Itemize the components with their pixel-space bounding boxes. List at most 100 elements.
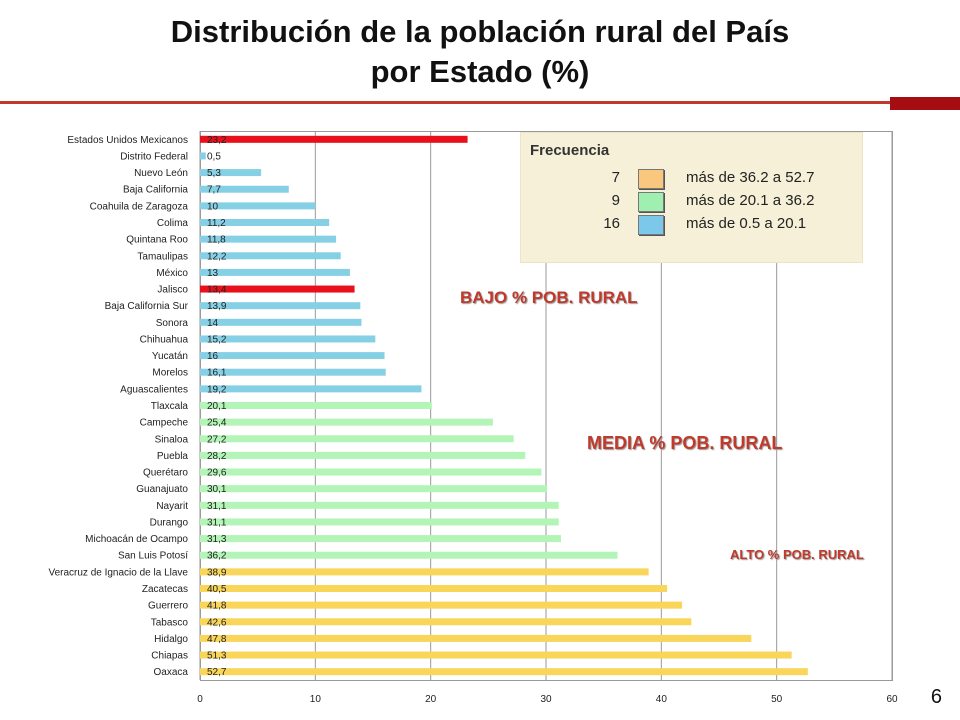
data-label: 23,2 (207, 135, 227, 146)
bar (200, 451, 526, 459)
category-label: Estados Unidos Mexicanos (67, 135, 188, 146)
category-label: México (156, 268, 188, 279)
data-label: 16 (207, 351, 219, 362)
legend-swatch-high (638, 169, 664, 189)
legend-swatch-low (638, 215, 664, 235)
category-label: Baja California (123, 185, 188, 196)
legend-label: más de 36.2 a 52.7 (686, 169, 815, 186)
bar (200, 385, 422, 393)
title-underline-accent (890, 97, 960, 110)
category-label: Aguascalientes (120, 384, 188, 395)
data-label: 36,2 (207, 551, 227, 562)
frequency-legend: Frecuencia 7 más de 36.2 a 52.7 9 más de… (520, 132, 863, 263)
category-label: Zacatecas (142, 584, 188, 595)
category-label: Nayarit (156, 501, 188, 512)
bar (200, 518, 559, 526)
category-label: Sonora (156, 318, 189, 329)
legend-swatch-mid (638, 192, 664, 212)
x-tick-label: 50 (771, 694, 783, 705)
category-label: Querétaro (143, 468, 188, 479)
bar (200, 169, 262, 177)
bar (200, 601, 683, 609)
data-label: 13,9 (207, 301, 227, 312)
category-label: Coahuila de Zaragoza (90, 201, 189, 212)
data-label: 12,2 (207, 251, 227, 262)
data-label: 42,6 (207, 617, 227, 628)
data-label: 52,7 (207, 667, 227, 678)
bar (200, 202, 316, 210)
bar (200, 302, 361, 310)
data-label: 47,8 (207, 634, 227, 645)
legend-count: 16 (603, 215, 620, 232)
data-label: 38,9 (207, 567, 227, 578)
bar (200, 651, 792, 659)
data-label: 14 (207, 318, 219, 329)
category-label: Baja California Sur (105, 301, 189, 312)
bar (200, 368, 386, 376)
data-label: 19,2 (207, 384, 227, 395)
category-label: Chihuahua (140, 334, 189, 345)
category-label: Nuevo León (134, 168, 188, 179)
category-label: Hidalgo (154, 634, 188, 645)
page-number: 6 (930, 686, 942, 708)
data-label: 28,2 (207, 451, 227, 462)
data-label: 11,2 (207, 218, 226, 229)
legend-label: más de 20.1 a 36.2 (686, 192, 815, 209)
category-label: Durango (150, 517, 189, 528)
data-label: 30,1 (207, 484, 227, 495)
category-label: Jalisco (157, 285, 188, 296)
category-label: Veracruz de Ignacio de la Llave (48, 567, 188, 578)
data-label: 31,3 (207, 534, 227, 545)
data-label: 13,4 (207, 285, 227, 296)
annotation-mid: MEDIA % POB. RURAL (587, 433, 783, 453)
category-label: Sinaloa (155, 434, 189, 445)
category-label: Puebla (157, 451, 189, 462)
data-label: 13 (207, 268, 219, 279)
bar (200, 468, 542, 476)
title-line-1: Distribución de la población rural del P… (170, 14, 790, 49)
bar (200, 551, 618, 559)
category-label: Colima (157, 218, 189, 229)
bar (200, 235, 337, 243)
data-label: 5,3 (207, 168, 221, 179)
category-label: Tabasco (151, 617, 189, 628)
title-underline (0, 101, 960, 104)
data-label: 41,8 (207, 601, 227, 612)
x-tick-label: 40 (656, 694, 668, 705)
legend-count: 9 (611, 192, 620, 209)
data-label: 25,4 (207, 418, 227, 429)
data-label: 10 (207, 201, 219, 212)
x-tick-label: 20 (425, 694, 437, 705)
data-label: 31,1 (207, 501, 227, 512)
x-tick-label: 30 (540, 694, 552, 705)
data-label: 0,5 (207, 151, 221, 162)
bar (200, 568, 649, 576)
category-label: Morelos (152, 368, 188, 379)
bar (200, 285, 355, 293)
bar (200, 418, 493, 426)
data-label: 40,5 (207, 584, 227, 595)
data-label: 29,6 (207, 468, 227, 479)
bar (200, 668, 808, 676)
data-label: 31,1 (207, 517, 227, 528)
legend-label: más de 0.5 a 20.1 (686, 215, 807, 232)
bar (200, 335, 376, 343)
data-label: 27,2 (207, 434, 227, 445)
bar (200, 501, 559, 509)
legend-title: Frecuencia (530, 142, 610, 159)
category-label: Tlaxcala (151, 401, 189, 412)
data-label: 51,3 (207, 651, 227, 662)
category-label: Tamaulipas (137, 251, 188, 262)
legend-count: 7 (611, 169, 620, 186)
bar (200, 485, 548, 493)
bar (200, 618, 692, 626)
bar (200, 402, 432, 409)
bar (200, 252, 341, 260)
title-line-2: por Estado (%) (370, 54, 590, 89)
x-tick-label: 10 (310, 694, 322, 705)
data-label: 7,7 (207, 185, 221, 196)
annotation-high: ALTO % POB. RURAL (730, 547, 864, 562)
category-label: San Luis Potosí (118, 551, 188, 562)
bar (200, 219, 330, 226)
